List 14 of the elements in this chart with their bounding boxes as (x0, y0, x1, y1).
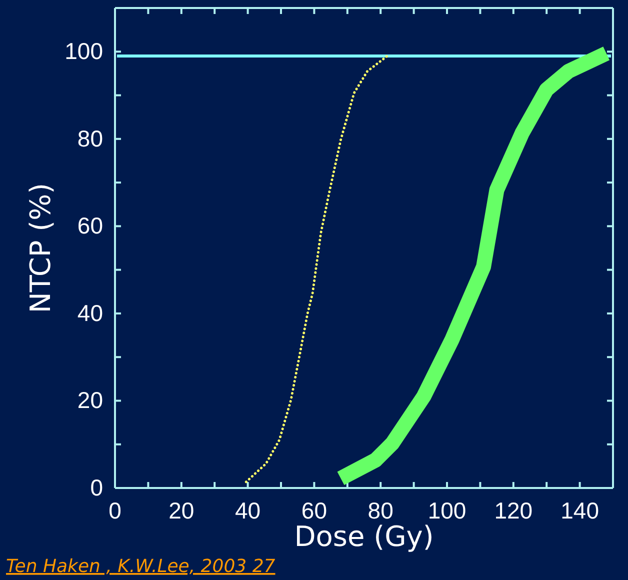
y-tick-label: 80 (77, 125, 103, 152)
text: Ten Haken , K.W.Lee, 2003 27 (6, 556, 276, 577)
y-tick-label: 60 (77, 212, 103, 239)
line-series (244, 54, 388, 484)
x-tick-label: 140 (560, 497, 599, 524)
x-tick-label: 40 (235, 497, 261, 524)
x-tick-label: 20 (168, 497, 194, 524)
x-tick-label: 0 (108, 497, 122, 524)
y-axis-title: NTCP (%) (24, 182, 57, 314)
y-tick-label: 0 (90, 474, 103, 500)
x-tick-label: 120 (494, 497, 533, 524)
y-tick-label: 20 (77, 387, 103, 414)
y-tick-label: 40 (77, 300, 103, 326)
y-tick-label: 100 (64, 38, 103, 64)
